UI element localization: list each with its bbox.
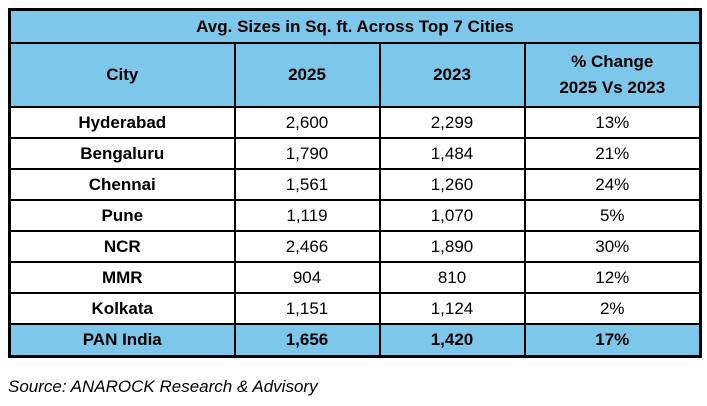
city-cell: NCR (8, 230, 236, 263)
avg-sizes-table: Avg. Sizes in Sq. ft. Across Top 7 Citie… (8, 8, 703, 358)
value-2023-cell: 1,070 (378, 199, 526, 232)
table-row-mmr: MMR 904 810 12% (8, 261, 702, 294)
city-cell: Bengaluru (8, 137, 236, 170)
table-row-chennai: Chennai 1,561 1,260 24% (8, 168, 702, 201)
city-cell: Hyderabad (8, 106, 236, 139)
change-cell: 5% (523, 199, 702, 232)
header-change-line2: 2025 Vs 2023 (559, 78, 666, 97)
change-cell: 17% (523, 323, 702, 358)
header-2025: 2025 (233, 42, 381, 108)
city-cell: PAN India (8, 323, 236, 358)
table-row-bengaluru: Bengaluru 1,790 1,484 21% (8, 137, 702, 170)
table-row-kolkata: Kolkata 1,151 1,124 2% (8, 292, 702, 325)
table-row-hyderabad: Hyderabad 2,600 2,299 13% (8, 106, 702, 139)
value-2023-cell: 1,484 (378, 137, 526, 170)
value-2023-cell: 810 (378, 261, 526, 294)
city-cell: Pune (8, 199, 236, 232)
value-2025-cell: 2,600 (233, 106, 381, 139)
change-cell: 21% (523, 137, 702, 170)
value-2025-cell: 1,790 (233, 137, 381, 170)
source-attribution: Source: ANAROCK Research & Advisory (8, 377, 318, 396)
value-2025-cell: 904 (233, 261, 381, 294)
value-2025-cell: 1,119 (233, 199, 381, 232)
table-header-row: City 2025 2023 % Change 2025 Vs 2023 (8, 42, 702, 108)
city-cell: MMR (8, 261, 236, 294)
change-cell: 2% (523, 292, 702, 325)
table-row-pune: Pune 1,119 1,070 5% (8, 199, 702, 232)
value-2023-cell: 1,260 (378, 168, 526, 201)
value-2023-cell: 1,890 (378, 230, 526, 263)
table-row-ncr: NCR 2,466 1,890 30% (8, 230, 702, 263)
table-title-row: Avg. Sizes in Sq. ft. Across Top 7 Citie… (8, 8, 702, 44)
header-city: City (8, 42, 236, 108)
change-cell: 24% (523, 168, 702, 201)
value-2023-cell: 1,124 (378, 292, 526, 325)
table-title: Avg. Sizes in Sq. ft. Across Top 7 Citie… (8, 8, 702, 44)
table-row-pan-india: PAN India 1,656 1,420 17% (8, 323, 702, 358)
value-2025-cell: 1,656 (233, 323, 381, 358)
header-2023: 2023 (378, 42, 526, 108)
city-cell: Chennai (8, 168, 236, 201)
value-2025-cell: 2,466 (233, 230, 381, 263)
value-2023-cell: 1,420 (378, 323, 526, 358)
header-change-line1: % Change (571, 51, 654, 71)
header-change: % Change 2025 Vs 2023 (523, 42, 702, 108)
value-2025-cell: 1,561 (233, 168, 381, 201)
city-cell: Kolkata (8, 292, 236, 325)
value-2023-cell: 2,299 (378, 106, 526, 139)
change-cell: 30% (523, 230, 702, 263)
change-cell: 12% (523, 261, 702, 294)
value-2025-cell: 1,151 (233, 292, 381, 325)
change-cell: 13% (523, 106, 702, 139)
